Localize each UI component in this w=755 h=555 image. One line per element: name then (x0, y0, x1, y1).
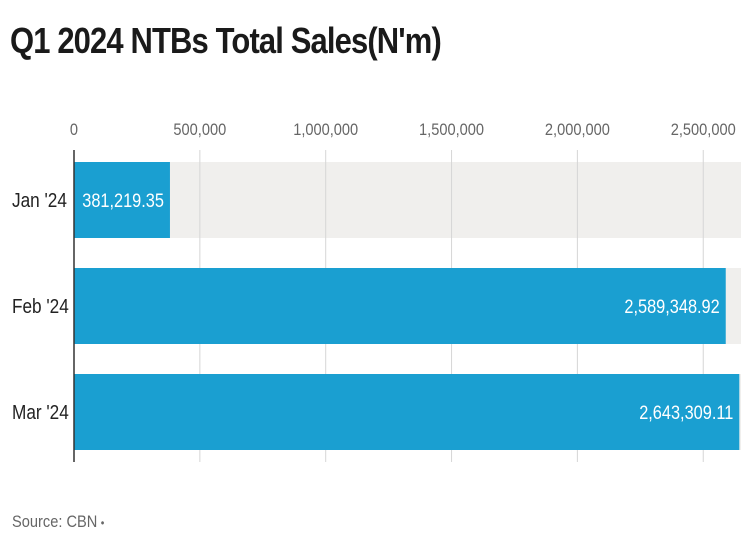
chart-title: Q1 2024 NTBs Total Sales(N'm) (10, 20, 442, 61)
x-tick-label: 1,000,000 (293, 121, 358, 139)
category-label: Mar '24 (12, 401, 69, 424)
source-note: Source: CBN • (12, 512, 104, 532)
x-tick-label: 2,500,000 (671, 121, 736, 139)
category-label: Feb '24 (12, 295, 69, 318)
source-text: Source: CBN (12, 512, 98, 531)
x-tick-label: 2,000,000 (545, 121, 610, 139)
bar-track (74, 162, 741, 238)
bar-value-label: 2,589,348.92 (624, 296, 719, 317)
bar (74, 374, 740, 450)
x-tick-label: 500,000 (173, 121, 226, 139)
category-label: Jan '24 (12, 189, 67, 212)
bar-value-label: 2,643,309.11 (639, 402, 733, 423)
bar (74, 268, 726, 344)
bar (74, 162, 170, 238)
x-tick-label: 0 (70, 121, 78, 139)
source-dot-icon: • (100, 516, 105, 530)
x-tick-label: 1,500,000 (419, 121, 484, 139)
bar-value-label: 381,219.35 (82, 190, 164, 211)
